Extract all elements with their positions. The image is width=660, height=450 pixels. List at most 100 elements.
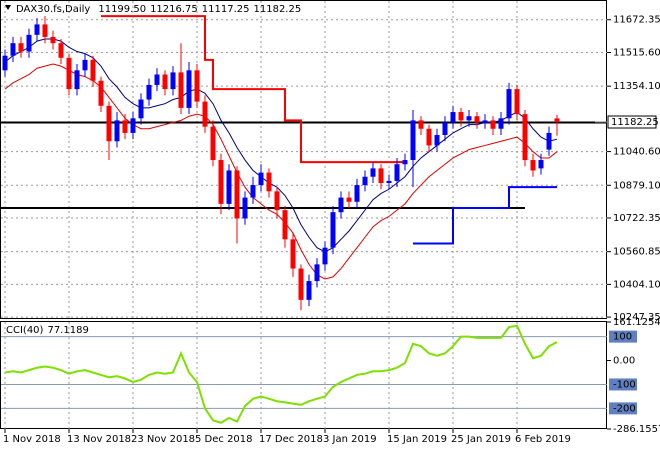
candle-body [450, 112, 456, 123]
chart-header: DAX30.fs,Daily 11199.50 11216.75 11117.25 11… [16, 4, 301, 15]
y-tick-label: 10560.85 [613, 247, 660, 258]
candle-body [138, 99, 144, 119]
cci-level-label: 100 [613, 332, 632, 343]
cci-panel-frame [0, 321, 607, 429]
x-tick-label: 3 Jan 2019 [323, 434, 377, 445]
candle-body [210, 126, 216, 161]
candle-body [434, 135, 440, 146]
candle-body [514, 89, 520, 115]
x-tick-label: 23 Nov 2018 [131, 434, 195, 445]
candle-body [354, 185, 360, 202]
candle-body [74, 70, 80, 90]
candle-body [330, 212, 336, 248]
candle-body [410, 120, 416, 161]
candle-body [322, 247, 328, 265]
candle-body [34, 24, 40, 35]
candle-body [418, 120, 424, 129]
candle-body [114, 120, 120, 142]
candle-body [298, 268, 304, 300]
candle-body [314, 264, 320, 282]
candle-body [90, 59, 96, 81]
candle-body [490, 120, 496, 129]
candle-body [82, 59, 88, 71]
y-tick-label: 11672.35 [613, 15, 660, 26]
candle-body [234, 170, 240, 219]
candle-body [482, 120, 488, 123]
y2-tick-label: 161.1254 [613, 317, 660, 328]
candle-body [162, 74, 168, 90]
candle-body [194, 70, 200, 102]
cci-line [4, 324, 558, 424]
candle-body [306, 281, 312, 300]
y-tick-label: 10247.35 [613, 312, 660, 323]
candle-body [538, 160, 544, 169]
candle-body [130, 118, 136, 133]
candle-body [2, 55, 8, 71]
candle-body [362, 176, 368, 186]
cci-title: CCI(40) [6, 325, 44, 336]
candle-body [242, 197, 248, 219]
indicator-line [4, 63, 558, 280]
y2-tick-label: 0.00 [613, 356, 635, 367]
candle-body [154, 74, 160, 85]
candle-body [250, 185, 256, 198]
step-line [413, 186, 557, 245]
y2-tick-label: -286.1557 [613, 424, 660, 435]
candle-body [442, 122, 448, 136]
candle-body [554, 118, 560, 123]
y-tick-label: 10879.10 [613, 180, 660, 191]
y-tick-label: 10722.35 [613, 213, 660, 224]
candle-body [226, 170, 232, 204]
candle-body [506, 89, 512, 119]
candle-body [218, 160, 224, 204]
candle-body [546, 132, 552, 150]
candle-body [146, 84, 152, 100]
cci-level-label: -200 [613, 403, 636, 414]
x-tick-label: 6 Feb 2019 [515, 434, 571, 445]
cci-level-box [609, 378, 637, 391]
candle-body [10, 43, 16, 56]
candle-body [50, 36, 56, 44]
x-tick-label: 13 Nov 2018 [67, 434, 131, 445]
cci-level-box [609, 330, 637, 343]
y-tick-label: 11515.60 [613, 47, 660, 58]
x-tick-label: 25 Jan 2019 [451, 434, 511, 445]
step-line [101, 15, 405, 164]
candle-body [290, 239, 296, 269]
cci-level-box [609, 402, 637, 415]
cci-level-label: -100 [613, 379, 636, 390]
candle-body [202, 101, 208, 127]
candle-body [530, 160, 536, 171]
candle-body [386, 180, 392, 183]
low-label: 11117.25 [202, 4, 250, 15]
symbol-icon [5, 5, 11, 10]
candle-body [474, 116, 480, 123]
main-panel-frame [0, 0, 607, 319]
candle-body [282, 210, 288, 240]
candle-body [274, 191, 280, 211]
candle-body [266, 172, 272, 192]
candle-body [58, 43, 64, 58]
x-tick-label: 5 Dec 2018 [195, 434, 253, 445]
cci-last-value: 77.1189 [47, 325, 88, 336]
candle-body [370, 168, 376, 177]
y-tick-label: 10404.10 [613, 279, 660, 290]
candle-body [106, 105, 112, 142]
high-label: 11216.75 [150, 4, 198, 15]
candle-body [498, 118, 504, 129]
current-price-box [607, 115, 657, 129]
candle-body [346, 197, 352, 202]
current-price-label: 11182.25 [611, 117, 659, 128]
candle-body [426, 128, 432, 146]
cci-header: CCI(40) 77.1189 [6, 325, 89, 336]
y-tick-label: 11040.60 [613, 147, 660, 158]
candle-body [178, 72, 184, 108]
candle-body [338, 197, 344, 213]
x-tick-label: 15 Jan 2019 [387, 434, 447, 445]
candle-body [258, 172, 264, 186]
candle-body [466, 116, 472, 121]
candle-body [18, 43, 24, 52]
